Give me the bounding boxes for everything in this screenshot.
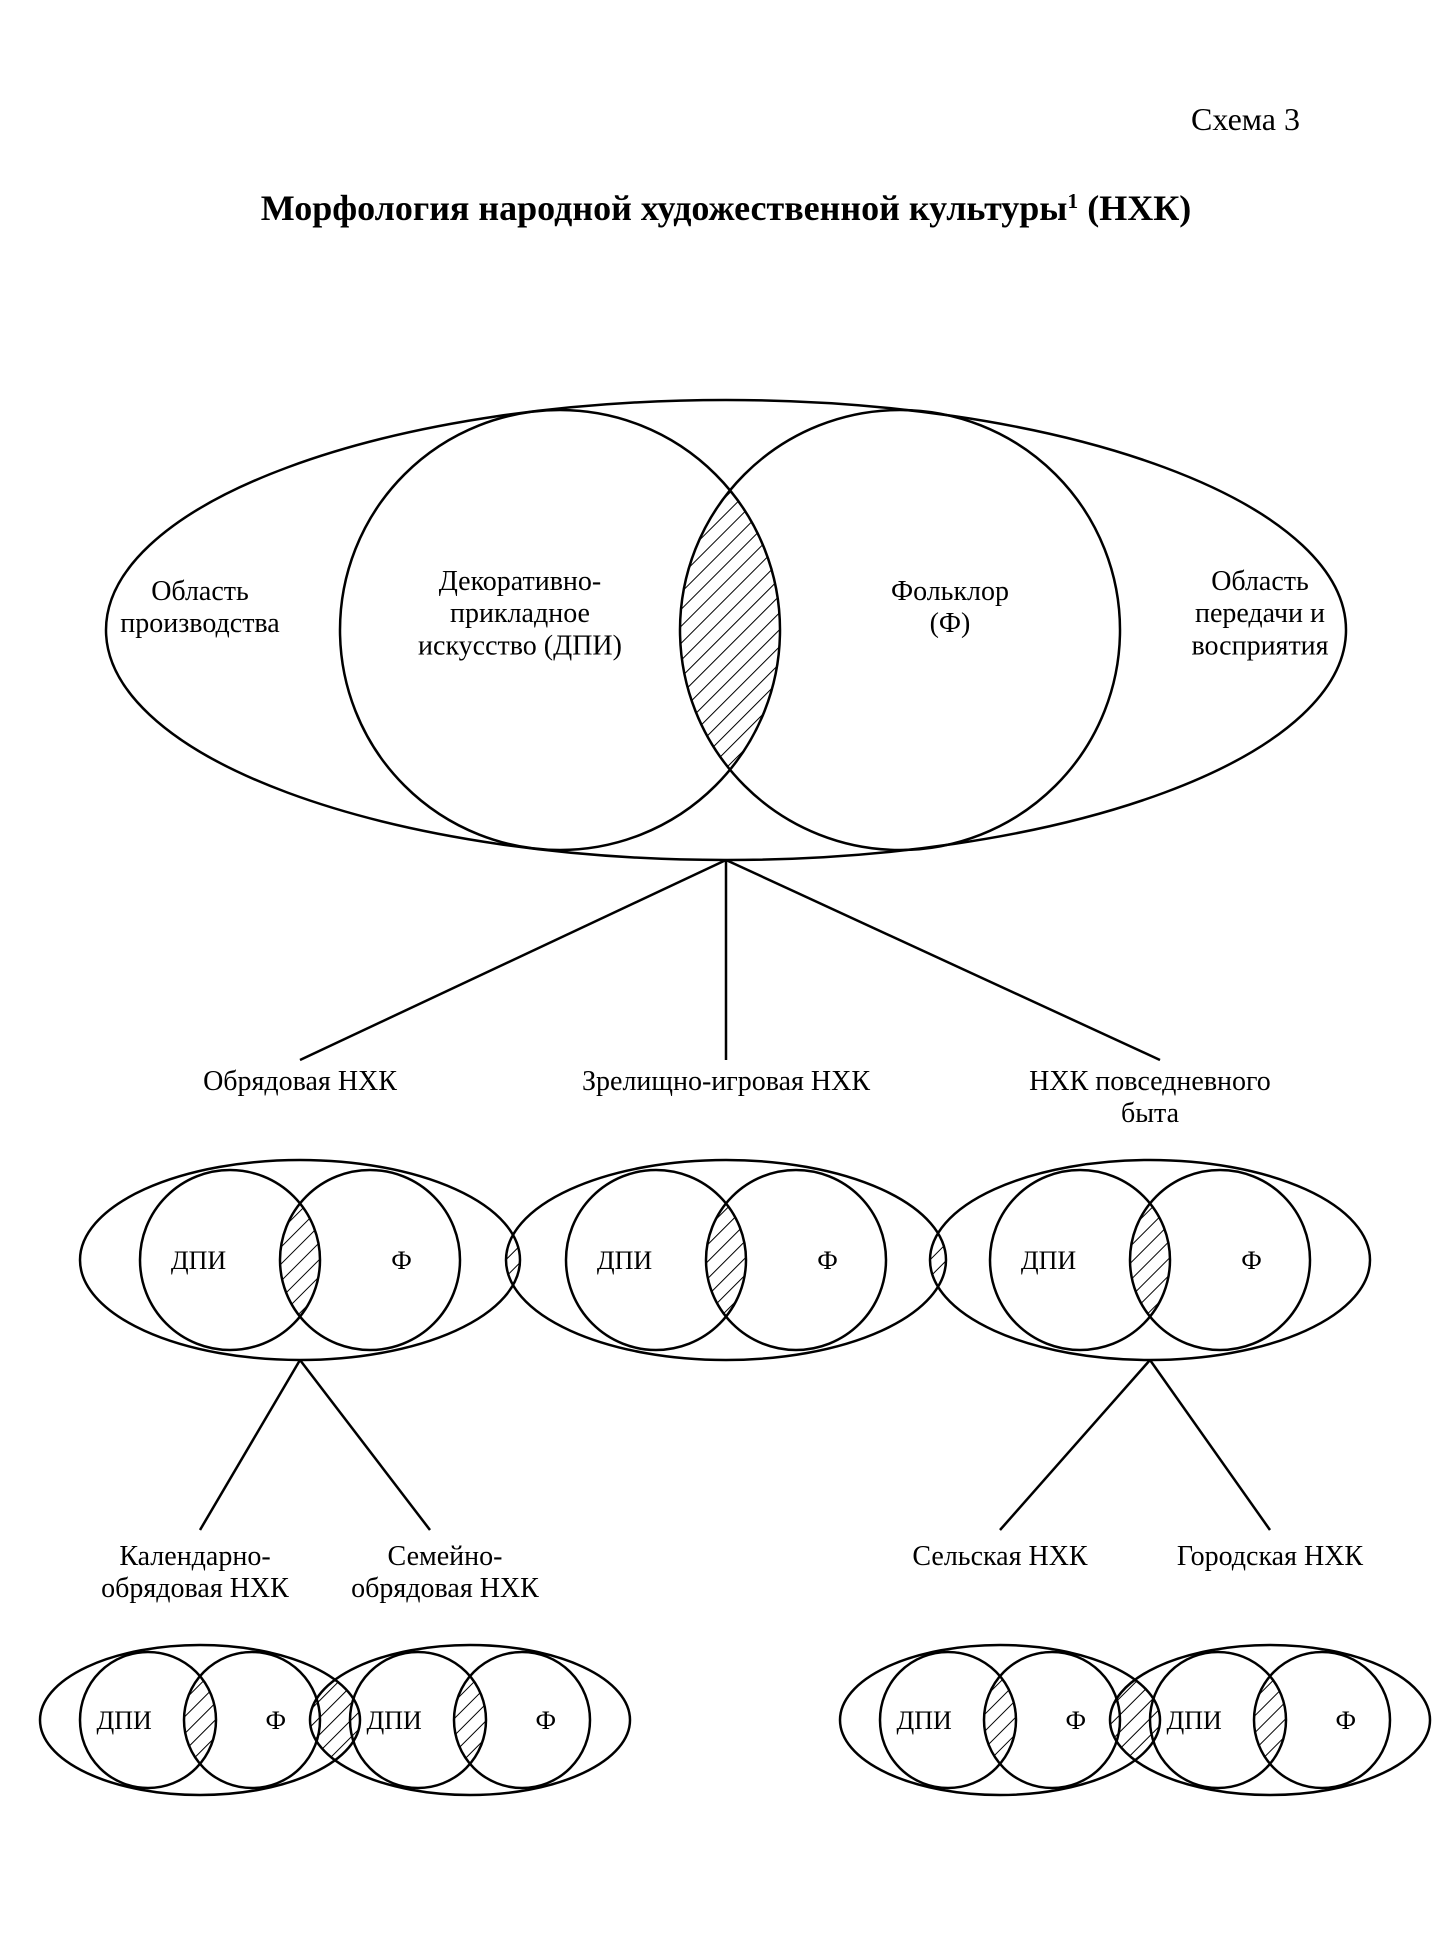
connector bbox=[300, 860, 726, 1060]
svg-text:Декоративно-: Декоративно- bbox=[439, 566, 602, 597]
svg-text:ДПИ: ДПИ bbox=[1167, 1706, 1223, 1735]
svg-text:передачи и: передачи и bbox=[1195, 598, 1325, 629]
svg-text:Схема 3: Схема 3 bbox=[1191, 101, 1300, 137]
svg-text:Область: Область bbox=[1211, 566, 1309, 597]
svg-text:искусство (ДПИ): искусство (ДПИ) bbox=[418, 630, 622, 661]
svg-text:ДПИ: ДПИ bbox=[1021, 1246, 1077, 1275]
svg-text:производства: производства bbox=[120, 608, 280, 639]
title: Морфология народной художественной культ… bbox=[261, 188, 1192, 228]
svg-text:Фольклор: Фольклор bbox=[891, 576, 1009, 607]
svg-text:обрядовая НХК: обрядовая НХК bbox=[101, 1573, 289, 1604]
svg-text:Календарно-: Календарно- bbox=[119, 1541, 270, 1572]
svg-text:быта: быта bbox=[1121, 1098, 1180, 1129]
connector bbox=[1000, 1360, 1150, 1530]
svg-text:Обрядовая НХК: Обрядовая НХК bbox=[203, 1066, 397, 1097]
svg-text:Ф: Ф bbox=[266, 1706, 287, 1735]
svg-text:Ф: Ф bbox=[1066, 1706, 1087, 1735]
svg-text:Ф: Ф bbox=[1336, 1706, 1357, 1735]
svg-text:НХК повседневного: НХК повседневного bbox=[1029, 1066, 1271, 1097]
svg-text:ДПИ: ДПИ bbox=[171, 1246, 227, 1275]
svg-text:Сельская НХК: Сельская НХК bbox=[912, 1541, 1088, 1572]
svg-text:(Ф): (Ф) bbox=[930, 608, 971, 639]
svg-text:ДПИ: ДПИ bbox=[897, 1706, 953, 1735]
svg-text:Ф: Ф bbox=[536, 1706, 557, 1735]
svg-text:Городская НХК: Городская НХК bbox=[1177, 1541, 1364, 1572]
svg-text:Ф: Ф bbox=[817, 1246, 838, 1275]
connector bbox=[1150, 1360, 1270, 1530]
svg-text:Семейно-: Семейно- bbox=[388, 1541, 503, 1572]
svg-text:ДПИ: ДПИ bbox=[97, 1706, 153, 1735]
connector bbox=[726, 860, 1160, 1060]
svg-text:ДПИ: ДПИ bbox=[367, 1706, 423, 1735]
svg-text:прикладное: прикладное bbox=[450, 598, 590, 629]
svg-text:ДПИ: ДПИ bbox=[597, 1246, 653, 1275]
svg-text:Морфология народной художестве: Морфология народной художественной культ… bbox=[261, 188, 1192, 228]
morphology-diagram: Схема 3 Морфология народной художественно… bbox=[0, 0, 1452, 1937]
svg-text:Зрелищно-игровая НХК: Зрелищно-игровая НХК bbox=[582, 1066, 870, 1097]
svg-text:восприятия: восприятия bbox=[1191, 630, 1328, 661]
connector bbox=[200, 1360, 300, 1530]
svg-text:Ф: Ф bbox=[391, 1246, 412, 1275]
connector bbox=[300, 1360, 430, 1530]
svg-text:Область: Область bbox=[151, 576, 249, 607]
diagram-page: Схема 3 Морфология народной художественно… bbox=[0, 0, 1452, 1937]
svg-text:обрядовая НХК: обрядовая НХК bbox=[351, 1573, 539, 1604]
svg-text:Ф: Ф bbox=[1241, 1246, 1262, 1275]
